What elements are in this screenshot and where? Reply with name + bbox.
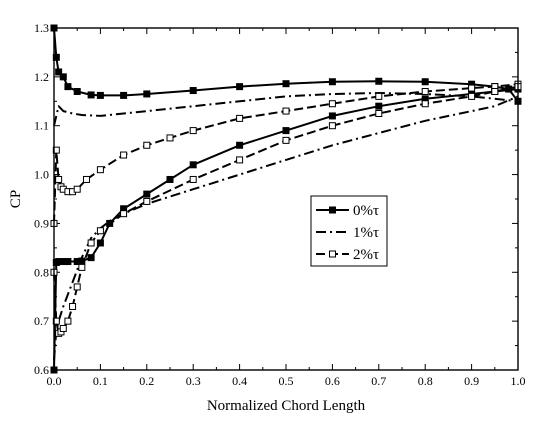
data-point: [82, 175, 90, 183]
data-point: [64, 317, 72, 325]
x-tick-label: 0.6: [325, 374, 340, 388]
y-axis-title: CP: [8, 190, 24, 208]
y-tick-label: 0.7: [34, 314, 49, 328]
data-point: [328, 78, 336, 86]
data-point: [73, 185, 81, 193]
data-point: [236, 156, 244, 164]
data-point: [120, 151, 128, 159]
data-point: [143, 190, 151, 198]
legend-label: 0%τ: [353, 203, 379, 219]
data-point: [120, 210, 128, 218]
data-point: [375, 92, 383, 100]
data-point: [73, 88, 81, 96]
data-point: [96, 239, 104, 247]
data-point: [59, 73, 67, 81]
data-point: [78, 263, 86, 271]
x-tick-label: 0.3: [186, 374, 201, 388]
legend-label: 2%τ: [353, 247, 379, 263]
data-point: [96, 227, 104, 235]
data-point: [64, 83, 72, 91]
legend-label: 1%τ: [353, 225, 379, 241]
y-tick-label: 0.6: [34, 363, 49, 377]
data-point: [69, 302, 77, 310]
x-axis-title: Normalized Chord Length: [207, 398, 366, 414]
data-point: [375, 77, 383, 85]
plot-frame: [53, 27, 519, 371]
data-point: [59, 324, 67, 332]
data-point: [166, 175, 174, 183]
data-point: [189, 161, 197, 169]
data-point: [87, 239, 95, 247]
x-tick-label: 0.9: [464, 374, 479, 388]
x-tick-label: 0.8: [418, 374, 433, 388]
data-point: [236, 141, 244, 149]
x-tick-label: 0.1: [93, 374, 108, 388]
data-point: [143, 141, 151, 149]
x-tick-label: 0.4: [232, 374, 247, 388]
series-line-upper: [53, 27, 519, 102]
data-point: [143, 197, 151, 205]
y-tick-label: 1.0: [34, 168, 49, 182]
data-point: [328, 122, 336, 130]
data-point: [375, 102, 383, 110]
legend-marker: [329, 206, 336, 214]
y-tick-label: 0.8: [34, 265, 49, 279]
series-0: [50, 24, 522, 374]
series-1: [53, 92, 519, 361]
legend: 0%τ 1%τ 2%τ: [310, 195, 388, 267]
x-tick-label: 1.0: [511, 374, 526, 388]
data-point: [491, 88, 499, 96]
series-layer: [50, 24, 522, 374]
y-tick-label: 1.1: [34, 119, 49, 133]
series-line-upper: [53, 92, 519, 126]
data-point: [120, 91, 128, 99]
data-point: [55, 68, 63, 76]
y-tick-label: 0.9: [34, 216, 49, 230]
data-point: [143, 90, 151, 98]
series-line-lower: [53, 95, 519, 361]
data-point: [96, 166, 104, 174]
data-point: [421, 100, 429, 108]
data-point: [236, 114, 244, 122]
y-tick-label: 1.2: [34, 70, 49, 84]
data-point: [96, 91, 104, 99]
data-point: [328, 100, 336, 108]
x-tick-label: 0.7: [371, 374, 386, 388]
data-point: [421, 88, 429, 96]
data-point: [282, 107, 290, 115]
data-point: [468, 92, 476, 100]
data-point: [64, 258, 72, 266]
legend-marker: [329, 250, 336, 258]
data-point: [189, 175, 197, 183]
data-point: [328, 112, 336, 120]
data-point: [282, 80, 290, 88]
x-tick-label: 0.2: [139, 374, 154, 388]
data-point: [282, 127, 290, 135]
tick-group: 0.0 0.1 0.2 0.3 0.4 0.5 0.6 0.7 0.8 0.9 1.0 0.6 0.7 0…: [34, 21, 526, 388]
series-2: [50, 80, 522, 337]
data-point: [375, 110, 383, 117]
data-point: [73, 283, 81, 291]
data-point: [87, 254, 95, 262]
data-point: [166, 134, 174, 142]
data-point: [421, 78, 429, 86]
data-point: [468, 84, 476, 92]
data-point: [55, 175, 63, 183]
data-point: [189, 87, 197, 95]
y-tick-label: 1.3: [34, 21, 49, 35]
x-tick-label: 0.5: [279, 374, 294, 388]
data-point: [189, 127, 197, 135]
data-point: [236, 83, 244, 91]
data-point: [282, 136, 290, 144]
x-tick-label: 0.0: [47, 374, 62, 388]
data-point: [87, 91, 95, 99]
